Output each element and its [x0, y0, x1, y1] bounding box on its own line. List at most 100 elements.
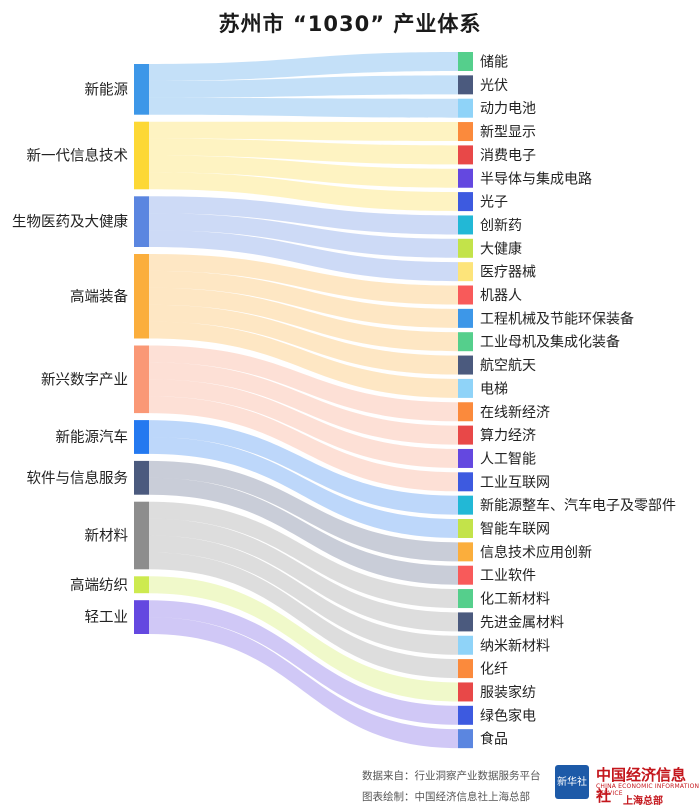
source-label: 新能源	[85, 81, 129, 98]
sankey-target-nodes: 储能光伏动力电池新型显示消费电子半导体与集成电路光子创新药大健康医疗器械机器人工…	[458, 52, 676, 749]
sankey-link	[149, 437, 458, 538]
sankey-link	[149, 121, 458, 142]
sankey-source-nodes: 新能源新一代信息技术生物医药及大健康高端装备新兴数字产业新能源汽车软件与信息服务…	[12, 64, 149, 634]
page-title: 苏州市 “1030” 产业体系	[218, 12, 482, 36]
target-label: 航空航天	[480, 358, 536, 374]
source-label: 高端装备	[70, 288, 128, 305]
target-node	[458, 589, 473, 609]
target-node	[458, 52, 473, 71]
sankey-link	[149, 535, 458, 655]
data-source-note: 数据来自：行业洞察产业数据服务平台	[362, 770, 541, 782]
target-label: 食品	[480, 731, 508, 748]
target-label: 服装家纺	[480, 684, 536, 701]
target-node	[458, 122, 473, 142]
target-node	[458, 402, 473, 422]
source-node	[134, 420, 149, 454]
target-node	[458, 448, 473, 468]
target-label: 动力电池	[480, 101, 536, 117]
sankey-link	[149, 304, 458, 375]
target-node	[458, 145, 473, 165]
target-label: 算力经济	[480, 428, 536, 444]
source-label: 高端纺织	[70, 577, 128, 594]
source-node	[134, 196, 149, 247]
target-node	[458, 262, 473, 282]
target-node	[458, 612, 473, 632]
target-label: 智能车联网	[480, 521, 550, 538]
source-node	[134, 254, 149, 339]
source-label: 新材料	[85, 528, 129, 545]
source-node	[134, 460, 149, 495]
target-node	[458, 308, 473, 328]
sankey-link	[149, 97, 458, 118]
sankey-link	[149, 196, 458, 235]
target-node	[458, 729, 473, 749]
sankey-link	[149, 501, 458, 609]
target-label: 工程机械及节能环保装备	[480, 310, 634, 327]
target-label: 新型显示	[480, 125, 536, 141]
target-node	[458, 542, 473, 562]
sankey-link	[149, 460, 458, 562]
sankey-link	[149, 379, 458, 468]
sankey-link	[149, 396, 458, 492]
target-node	[458, 565, 473, 585]
sankey-link	[149, 321, 458, 398]
target-label: 信息技术应用创新	[480, 544, 592, 561]
target-label: 工业母机及集成化装备	[480, 334, 620, 351]
source-node	[134, 64, 149, 115]
target-node	[458, 425, 473, 445]
target-node	[458, 168, 473, 188]
sankey-link	[149, 270, 458, 328]
sankey-link	[149, 138, 458, 165]
source-node	[134, 121, 149, 190]
sankey-link	[149, 420, 458, 515]
source-label: 软件与信息服务	[27, 470, 129, 487]
target-label: 化纤	[480, 662, 508, 678]
publisher-name-en: CHINA ECONOMIC INFORMATION SERVICE	[596, 783, 700, 797]
sankey-link	[149, 362, 458, 445]
target-label: 机器人	[480, 288, 522, 304]
target-label: 在线新经济	[480, 405, 550, 421]
target-node	[458, 682, 473, 702]
target-node	[458, 75, 473, 95]
target-node	[458, 495, 473, 515]
sankey-link	[149, 345, 458, 422]
source-node	[134, 345, 149, 414]
sankey-link	[149, 52, 458, 81]
target-label: 光子	[480, 195, 508, 211]
target-label: 先进金属材料	[480, 615, 564, 631]
sankey-link	[149, 552, 458, 679]
source-label: 生物医药及大健康	[12, 214, 128, 231]
sankey-link	[149, 172, 458, 212]
target-node	[458, 332, 473, 352]
source-node	[134, 600, 149, 634]
target-label: 工业互联网	[480, 475, 550, 491]
publisher-branch: 上海总部	[623, 796, 663, 807]
source-label: 轻工业	[85, 609, 129, 626]
target-label: 新能源整车、汽车电子及零部件	[480, 497, 676, 514]
sankey-link	[149, 230, 458, 282]
sankey-link	[149, 518, 458, 632]
target-label: 消费电子	[480, 148, 536, 164]
sankey-link	[149, 617, 458, 749]
sankey-link	[149, 287, 458, 352]
target-node	[458, 659, 473, 679]
target-label: 绿色家电	[480, 707, 536, 724]
source-node	[134, 576, 149, 594]
target-node	[458, 355, 473, 375]
sankey-link	[149, 254, 458, 305]
target-node	[458, 378, 473, 398]
target-label: 光伏	[480, 78, 508, 94]
source-label: 新兴数字产业	[41, 371, 128, 388]
target-node	[458, 705, 473, 725]
target-node	[458, 215, 473, 235]
source-label: 新一代信息技术	[27, 148, 129, 165]
xinhua-logo-icon: 新华社	[555, 765, 589, 799]
target-node	[458, 238, 473, 258]
target-label: 半导体与集成电路	[480, 170, 592, 187]
source-node	[134, 501, 149, 570]
target-label: 储能	[480, 55, 508, 71]
target-node	[458, 519, 473, 538]
target-node	[458, 192, 473, 212]
target-label: 人工智能	[480, 451, 536, 467]
target-label: 工业软件	[480, 568, 536, 584]
